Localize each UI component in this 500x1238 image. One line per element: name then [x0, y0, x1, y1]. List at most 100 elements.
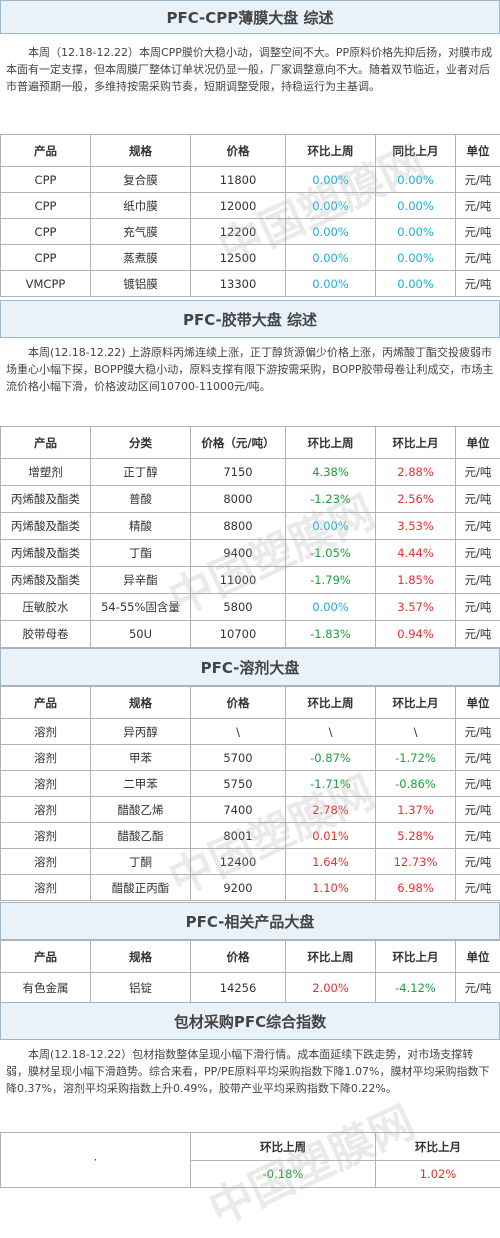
cpp-cell: 11800: [191, 167, 286, 193]
related-cell: 有色金属: [1, 973, 91, 1003]
cpp-cell: CPP: [1, 245, 91, 271]
tape-cell: 丁酯: [91, 540, 191, 567]
cpp-cell: 0.00%: [376, 219, 456, 245]
tape-cell: 元/吨: [456, 486, 500, 513]
cpp-cell: VMCPP: [1, 271, 91, 297]
cpp-cell: CPP: [1, 219, 91, 245]
solvent-cell: 5750: [191, 771, 286, 797]
tape-cell: 10700: [191, 621, 286, 648]
tape-cell: 丙烯酸及酯类: [1, 540, 91, 567]
tape-cell: -1.83%: [286, 621, 376, 648]
cpp-cell: 镀铝膜: [91, 271, 191, 297]
tape-cell: 0.00%: [286, 513, 376, 540]
related-header-cell: 环比上月: [376, 941, 456, 973]
index-section-title: 包材采购PFC综合指数: [0, 1002, 500, 1040]
related-header-cell: 环比上周: [286, 941, 376, 973]
tape-cell: 元/吨: [456, 540, 500, 567]
solvent-section-title: PFC-溶剂大盘: [0, 648, 500, 686]
index-value-week: -0.18%: [191, 1161, 376, 1188]
cpp-cell: 0.00%: [376, 167, 456, 193]
solvent-cell: 异丙醇: [91, 719, 191, 745]
tape-cell: 1.85%: [376, 567, 456, 594]
related-cell: 元/吨: [456, 973, 500, 1003]
solvent-cell: 2.78%: [286, 797, 376, 823]
solvent-cell: 1.10%: [286, 875, 376, 901]
tape-cell: 8800: [191, 513, 286, 540]
cpp-header-cell: 产品: [1, 135, 91, 167]
related-cell: 14256: [191, 973, 286, 1003]
tape-cell: 11000: [191, 567, 286, 594]
solvent-cell: -1.71%: [286, 771, 376, 797]
tape-cell: 5800: [191, 594, 286, 621]
cpp-cell: 0.00%: [286, 245, 376, 271]
solvent-header-cell: 规格: [91, 687, 191, 719]
solvent-cell: 12.73%: [376, 849, 456, 875]
related-cell: 铝锭: [91, 973, 191, 1003]
cpp-cell: 0.00%: [376, 193, 456, 219]
solvent-cell: 醋酸乙烯: [91, 797, 191, 823]
solvent-cell: 元/吨: [456, 771, 500, 797]
tape-header-cell: 单位: [456, 427, 500, 459]
cpp-cell: 12500: [191, 245, 286, 271]
report-page: PFC-CPP薄膜大盘 综述 本周（12.18-12.22）本周CPP膜价大稳小…: [0, 0, 500, 1188]
solvent-cell: 元/吨: [456, 797, 500, 823]
tape-cell: 丙烯酸及酯类: [1, 486, 91, 513]
cpp-header-cell: 单位: [456, 135, 500, 167]
cpp-cell: 0.00%: [376, 271, 456, 297]
index-blank-cell: ·: [1, 1133, 191, 1188]
cpp-cell: 12200: [191, 219, 286, 245]
tape-cell: 异辛酯: [91, 567, 191, 594]
related-header-cell: 规格: [91, 941, 191, 973]
tape-cell: 2.56%: [376, 486, 456, 513]
solvent-cell: 溶剂: [1, 719, 91, 745]
table-row: 溶剂异丙醇\\\元/吨: [1, 719, 500, 745]
tape-cell: 2.88%: [376, 459, 456, 486]
solvent-cell: 元/吨: [456, 823, 500, 849]
tape-cell: 丙烯酸及酯类: [1, 567, 91, 594]
related-section-title: PFC-相关产品大盘: [0, 902, 500, 940]
cpp-cell: 0.00%: [286, 167, 376, 193]
solvent-cell: 12400: [191, 849, 286, 875]
tape-summary: 本周(12.18-12.22) 上游原料丙烯连续上涨，正丁醇货源偏少价格上涨，丙…: [0, 338, 500, 426]
solvent-cell: 元/吨: [456, 875, 500, 901]
tape-section-title: PFC-胶带大盘 综述: [0, 300, 500, 338]
solvent-cell: 8001: [191, 823, 286, 849]
cpp-cell: 元/吨: [456, 245, 500, 271]
tape-cell: 元/吨: [456, 621, 500, 648]
index-summary: 本周(12.18-12.22）包材指数整体呈现小幅下滑行情。成本面延续下跌走势，…: [0, 1040, 500, 1132]
cpp-cell: 0.00%: [286, 219, 376, 245]
cpp-cell: 元/吨: [456, 271, 500, 297]
tape-cell: 正丁醇: [91, 459, 191, 486]
index-header-week: 环比上周: [191, 1133, 376, 1161]
solvent-cell: -1.72%: [376, 745, 456, 771]
index-value-month: 1.02%: [376, 1161, 500, 1188]
solvent-cell: 溶剂: [1, 745, 91, 771]
related-header-cell: 价格: [191, 941, 286, 973]
solvent-cell: 6.98%: [376, 875, 456, 901]
solvent-header-row: 产品规格价格环比上周环比上月单位: [1, 687, 500, 719]
cpp-cell: 复合膜: [91, 167, 191, 193]
cpp-cell: 0.00%: [286, 193, 376, 219]
tape-cell: 普酸: [91, 486, 191, 513]
solvent-cell: 溶剂: [1, 875, 91, 901]
index-header-month: 环比上月: [376, 1133, 500, 1161]
solvent-cell: 0.01%: [286, 823, 376, 849]
solvent-cell: 醋酸乙酯: [91, 823, 191, 849]
solvent-cell: 1.37%: [376, 797, 456, 823]
related-cell: 2.00%: [286, 973, 376, 1003]
solvent-cell: \: [191, 719, 286, 745]
solvent-cell: 溶剂: [1, 823, 91, 849]
related-header-row: 产品规格价格环比上周环比上月单位: [1, 941, 500, 973]
